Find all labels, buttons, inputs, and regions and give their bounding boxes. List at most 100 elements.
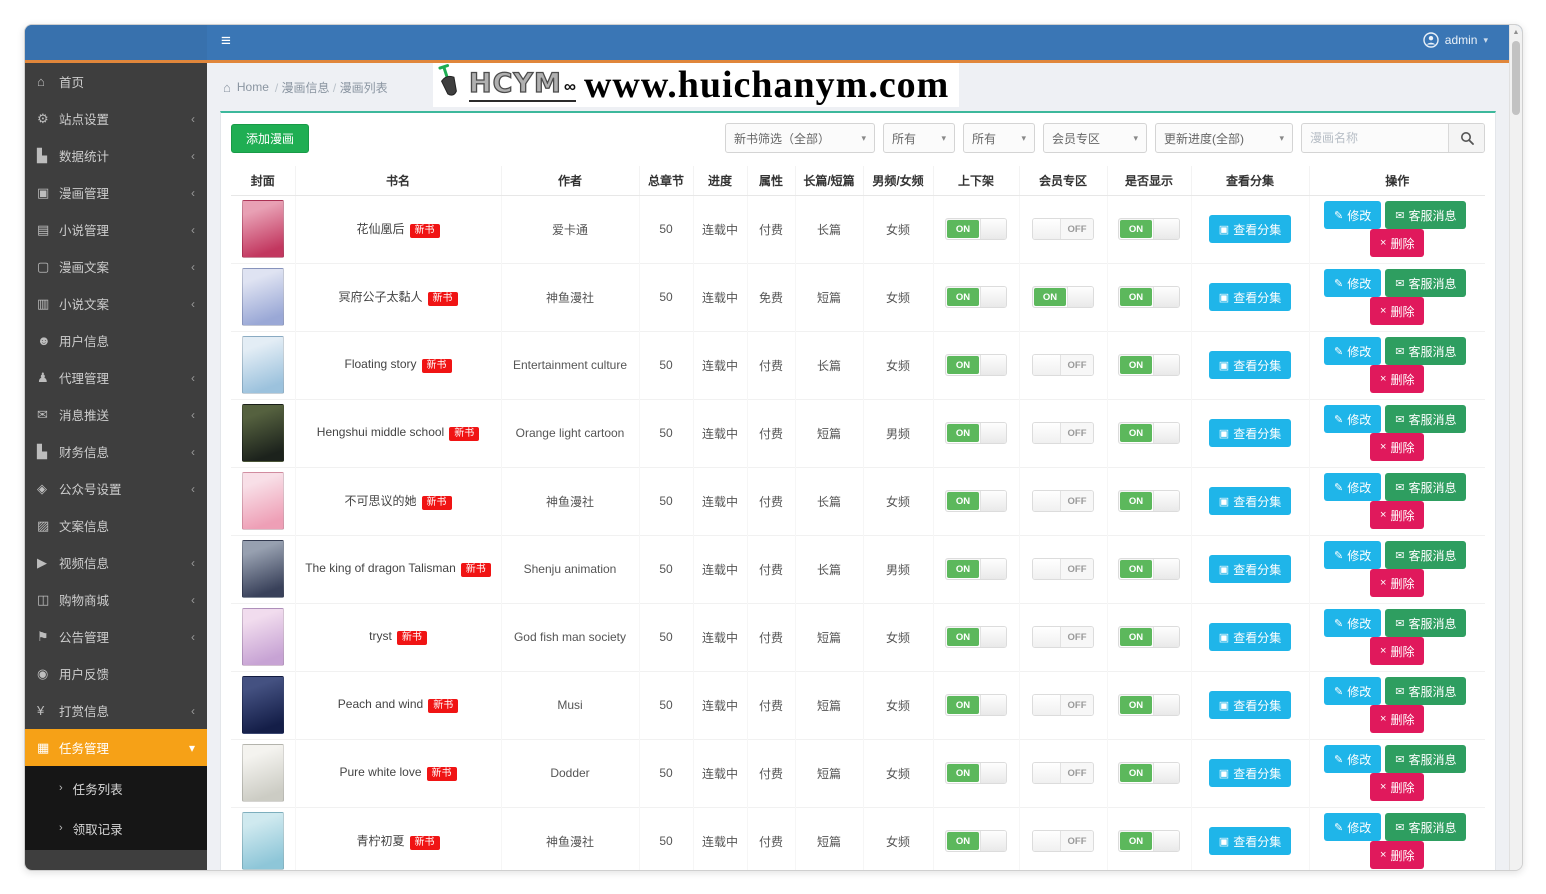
vip-zone-toggle[interactable]: OFF xyxy=(1032,626,1094,648)
delete-button[interactable]: × 删除 xyxy=(1370,229,1425,257)
delete-button[interactable]: × 删除 xyxy=(1370,297,1425,325)
sidebar-item-数据统计[interactable]: ▙ 数据统计 ‹ xyxy=(25,137,207,174)
service-message-button[interactable]: ✉ 客服消息 xyxy=(1385,405,1467,433)
sidebar-subitem-任务列表[interactable]: › 任务列表 xyxy=(25,768,207,808)
on-sale-toggle[interactable]: ON xyxy=(945,626,1007,648)
on-sale-toggle[interactable]: ON xyxy=(945,218,1007,240)
edit-button[interactable]: ✎ 修改 xyxy=(1324,541,1382,569)
view-episodes-button[interactable]: ▣ 查看分集 xyxy=(1208,419,1292,447)
view-episodes-button[interactable]: ▣ 查看分集 xyxy=(1208,759,1292,787)
delete-button[interactable]: × 删除 xyxy=(1370,841,1425,870)
sidebar-item-消息推送[interactable]: ✉ 消息推送 ‹ xyxy=(25,396,207,433)
edit-button[interactable]: ✎ 修改 xyxy=(1324,337,1382,365)
service-message-button[interactable]: ✉ 客服消息 xyxy=(1385,201,1467,229)
user-menu[interactable]: admin ▾ xyxy=(1423,32,1488,48)
delete-button[interactable]: × 删除 xyxy=(1370,705,1425,733)
service-message-button[interactable]: ✉ 客服消息 xyxy=(1385,473,1467,501)
sidebar-item-视频信息[interactable]: ▶ 视频信息 ‹ xyxy=(25,544,207,581)
view-episodes-button[interactable]: ▣ 查看分集 xyxy=(1208,691,1292,719)
sidebar-item-任务管理[interactable]: ▦ 任务管理 ▾ xyxy=(25,729,207,766)
sidebar-item-小说管理[interactable]: ▤ 小说管理 ‹ xyxy=(25,211,207,248)
service-message-button[interactable]: ✉ 客服消息 xyxy=(1385,677,1467,705)
sidebar-subitem-领取记录[interactable]: › 领取记录 xyxy=(25,808,207,848)
sidebar-item-公众号设置[interactable]: ◈ 公众号设置 ‹ xyxy=(25,470,207,507)
sidebar-item-财务信息[interactable]: ▙ 财务信息 ‹ xyxy=(25,433,207,470)
on-sale-toggle[interactable]: ON xyxy=(945,558,1007,580)
edit-button[interactable]: ✎ 修改 xyxy=(1324,473,1382,501)
vip-zone-toggle[interactable]: OFF xyxy=(1032,558,1094,580)
edit-button[interactable]: ✎ 修改 xyxy=(1324,269,1382,297)
visible-toggle[interactable]: ON xyxy=(1118,830,1180,853)
visible-toggle[interactable]: ON xyxy=(1118,694,1180,716)
filter-dropdown-1[interactable]: 新书筛选（全部） ▾ xyxy=(725,123,875,153)
delete-button[interactable]: × 删除 xyxy=(1370,501,1425,529)
sidebar-toggle-icon[interactable]: ≡ xyxy=(221,31,231,50)
search-input[interactable] xyxy=(1302,124,1448,152)
view-episodes-button[interactable]: ▣ 查看分集 xyxy=(1208,487,1292,515)
edit-button[interactable]: ✎ 修改 xyxy=(1324,677,1382,705)
service-message-button[interactable]: ✉ 客服消息 xyxy=(1385,745,1467,773)
view-episodes-button[interactable]: ▣ 查看分集 xyxy=(1208,283,1292,311)
breadcrumb-item[interactable]: 漫画列表 xyxy=(339,80,388,95)
service-message-button[interactable]: ✉ 客服消息 xyxy=(1385,337,1467,365)
view-episodes-button[interactable]: ▣ 查看分集 xyxy=(1208,351,1292,379)
sidebar-item-打赏信息[interactable]: ¥ 打赏信息 ‹ xyxy=(25,692,207,729)
view-episodes-button[interactable]: ▣ 查看分集 xyxy=(1208,623,1292,651)
search-button[interactable] xyxy=(1448,124,1484,152)
visible-toggle[interactable]: ON xyxy=(1118,626,1180,648)
service-message-button[interactable]: ✉ 客服消息 xyxy=(1385,813,1467,842)
filter-dropdown-5[interactable]: 更新进度(全部) ▾ xyxy=(1155,123,1293,153)
vip-zone-toggle[interactable]: OFF xyxy=(1032,694,1094,716)
visible-toggle[interactable]: ON xyxy=(1118,490,1180,512)
view-episodes-button[interactable]: ▣ 查看分集 xyxy=(1208,555,1292,583)
edit-button[interactable]: ✎ 修改 xyxy=(1324,813,1382,842)
delete-button[interactable]: × 删除 xyxy=(1370,773,1425,801)
on-sale-toggle[interactable]: ON xyxy=(945,830,1007,853)
breadcrumb-item[interactable]: 漫画信息 xyxy=(281,80,330,95)
add-comic-button[interactable]: 添加漫画 xyxy=(231,123,310,153)
visible-toggle[interactable]: ON xyxy=(1118,218,1180,240)
edit-button[interactable]: ✎ 修改 xyxy=(1324,201,1382,229)
vip-zone-toggle[interactable]: OFF xyxy=(1032,490,1094,512)
service-message-button[interactable]: ✉ 客服消息 xyxy=(1385,609,1467,637)
on-sale-toggle[interactable]: ON xyxy=(945,286,1007,308)
breadcrumb-home[interactable]: Home xyxy=(236,80,269,94)
sidebar-item-小说文案[interactable]: ▥ 小说文案 ‹ xyxy=(25,285,207,322)
vertical-scrollbar[interactable]: ▲ xyxy=(1509,25,1522,870)
view-episodes-button[interactable]: ▣ 查看分集 xyxy=(1208,215,1292,243)
visible-toggle[interactable]: ON xyxy=(1118,422,1180,444)
vip-zone-toggle[interactable]: OFF xyxy=(1032,354,1094,376)
sidebar-item-公告管理[interactable]: ⚑ 公告管理 ‹ xyxy=(25,618,207,655)
sidebar-item-漫画管理[interactable]: ▣ 漫画管理 ‹ xyxy=(25,174,207,211)
filter-dropdown-2[interactable]: 所有 ▾ xyxy=(883,123,955,153)
on-sale-toggle[interactable]: ON xyxy=(945,354,1007,376)
sidebar-item-漫画文案[interactable]: ▢ 漫画文案 ‹ xyxy=(25,248,207,285)
filter-dropdown-4[interactable]: 会员专区 ▾ xyxy=(1043,123,1147,153)
sidebar-item-文案信息[interactable]: ▨ 文案信息 xyxy=(25,507,207,544)
delete-button[interactable]: × 删除 xyxy=(1370,569,1425,597)
delete-button[interactable]: × 删除 xyxy=(1370,365,1425,393)
vip-zone-toggle[interactable]: OFF xyxy=(1032,830,1094,853)
visible-toggle[interactable]: ON xyxy=(1118,762,1180,784)
sidebar-item-首页[interactable]: ⌂ 首页 xyxy=(25,63,207,100)
view-episodes-button[interactable]: ▣ 查看分集 xyxy=(1208,827,1292,856)
sidebar-item-用户信息[interactable]: ☻ 用户信息 xyxy=(25,322,207,359)
on-sale-toggle[interactable]: ON xyxy=(945,762,1007,784)
sidebar-item-站点设置[interactable]: ⚙ 站点设置 ‹ xyxy=(25,100,207,137)
sidebar-item-用户反馈[interactable]: ◉ 用户反馈 xyxy=(25,655,207,692)
edit-button[interactable]: ✎ 修改 xyxy=(1324,405,1382,433)
edit-button[interactable]: ✎ 修改 xyxy=(1324,609,1382,637)
delete-button[interactable]: × 删除 xyxy=(1370,433,1425,461)
sidebar-item-购物商城[interactable]: ◫ 购物商城 ‹ xyxy=(25,581,207,618)
vip-zone-toggle[interactable]: OFF xyxy=(1032,422,1094,444)
edit-button[interactable]: ✎ 修改 xyxy=(1324,745,1382,773)
scroll-up-icon[interactable]: ▲ xyxy=(1512,28,1520,36)
scrollbar-thumb[interactable] xyxy=(1512,41,1520,115)
service-message-button[interactable]: ✉ 客服消息 xyxy=(1385,269,1467,297)
service-message-button[interactable]: ✉ 客服消息 xyxy=(1385,541,1467,569)
vip-zone-toggle[interactable]: OFF xyxy=(1032,218,1094,240)
on-sale-toggle[interactable]: ON xyxy=(945,694,1007,716)
visible-toggle[interactable]: ON xyxy=(1118,558,1180,580)
vip-zone-toggle[interactable]: OFF xyxy=(1032,762,1094,784)
vip-zone-toggle[interactable]: ON xyxy=(1032,286,1094,308)
